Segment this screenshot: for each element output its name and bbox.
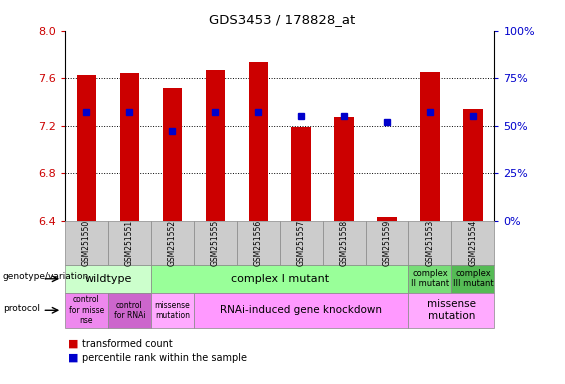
Text: wildtype: wildtype [84, 274, 132, 284]
Bar [120, 73, 139, 221]
Text: complex I mutant: complex I mutant [231, 274, 329, 284]
Text: percentile rank within the sample: percentile rank within the sample [82, 353, 247, 363]
Text: GSM251550: GSM251550 [82, 220, 91, 266]
Text: GSM251553: GSM251553 [425, 220, 434, 266]
Text: complex
III mutant: complex III mutant [453, 269, 493, 288]
Text: control
for RNAi: control for RNAi [114, 301, 145, 320]
Text: GSM251558: GSM251558 [340, 220, 349, 266]
Bar [334, 118, 354, 221]
Text: GSM251559: GSM251559 [383, 220, 392, 266]
Bar [377, 217, 397, 221]
Text: GSM251557: GSM251557 [297, 220, 306, 266]
Bar [163, 88, 182, 221]
Text: ■: ■ [68, 339, 79, 349]
Text: missense
mutation: missense mutation [427, 300, 476, 321]
Text: GSM251555: GSM251555 [211, 220, 220, 266]
Text: complex
II mutant: complex II mutant [411, 269, 449, 288]
Bar [463, 109, 483, 221]
Text: GSM251556: GSM251556 [254, 220, 263, 266]
Text: GSM251552: GSM251552 [168, 220, 177, 266]
Text: missense
mutation: missense mutation [154, 301, 190, 320]
Text: RNAi-induced gene knockdown: RNAi-induced gene knockdown [220, 305, 382, 315]
Bar [77, 74, 96, 221]
Text: control
for misse
nse: control for misse nse [69, 295, 104, 325]
Text: ■: ■ [68, 353, 79, 363]
Text: GSM251554: GSM251554 [468, 220, 477, 266]
Text: transformed count: transformed count [82, 339, 173, 349]
Bar [206, 70, 225, 221]
Text: protocol: protocol [3, 304, 40, 313]
Bar [249, 61, 268, 221]
Text: GDS3453 / 178828_at: GDS3453 / 178828_at [210, 13, 355, 26]
Bar [292, 127, 311, 221]
Text: genotype/variation: genotype/variation [3, 272, 89, 281]
Bar [420, 72, 440, 221]
Text: GSM251551: GSM251551 [125, 220, 134, 266]
